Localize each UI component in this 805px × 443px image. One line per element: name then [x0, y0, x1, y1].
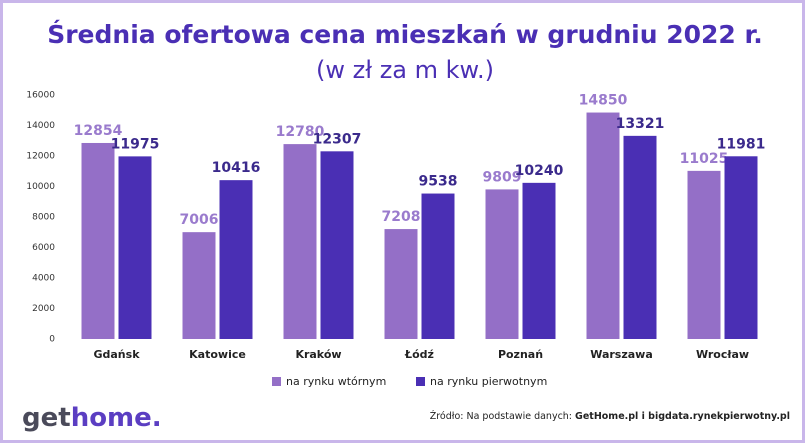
bar	[687, 170, 721, 339]
bar	[384, 229, 418, 339]
y-tick-label: 2000	[32, 304, 55, 314]
bar	[283, 144, 317, 339]
value-label: 14850	[579, 93, 628, 109]
x-tick-label: Kraków	[295, 348, 341, 361]
value-label: 10416	[212, 160, 261, 176]
y-tick-label: 8000	[32, 213, 55, 223]
source: Źródło: Na podstawie danych: GetHome.pl …	[430, 410, 790, 422]
value-label: 9809	[483, 169, 522, 185]
y-tick-label: 0	[49, 335, 55, 345]
chart-title: Średnia ofertowa cena mieszkań w grudniu…	[47, 19, 763, 49]
legend-swatch	[272, 377, 281, 386]
x-tick-label: Gdańsk	[93, 348, 140, 361]
x-tick-label: Poznań	[498, 348, 543, 361]
value-label: 12307	[313, 131, 362, 147]
bar	[522, 182, 556, 339]
source-prefix: Źródło: Na podstawie danych:	[430, 410, 572, 422]
bar	[421, 193, 455, 339]
legend-swatch	[416, 377, 425, 386]
x-tick-label: Łódź	[404, 348, 434, 361]
bar	[118, 156, 152, 339]
y-tick-label: 6000	[32, 243, 55, 253]
y-tick-label: 14000	[26, 121, 55, 131]
y-tick-label: 10000	[26, 182, 55, 192]
bar	[485, 189, 519, 339]
bar	[81, 142, 115, 339]
value-label: 11981	[717, 136, 766, 152]
value-label: 7208	[382, 209, 421, 225]
value-label: 7006	[180, 212, 219, 228]
value-label: 10240	[515, 163, 564, 179]
logo-part: home.	[71, 403, 162, 433]
source-bold: GetHome.pl i bigdata.rynekpierwotny.pl	[575, 411, 790, 422]
y-tick-label: 16000	[26, 91, 55, 101]
value-label: 13321	[616, 116, 665, 132]
chart-subtitle: (w zł za m kw.)	[316, 56, 494, 84]
y-tick-label: 4000	[32, 274, 55, 284]
value-label: 11025	[680, 151, 729, 167]
bar	[724, 156, 758, 339]
value-label: 11975	[111, 136, 160, 152]
bar	[182, 232, 216, 339]
x-tick-label: Wrocław	[696, 348, 749, 361]
bar	[320, 151, 354, 339]
bar	[219, 180, 253, 339]
value-label: 12854	[74, 123, 123, 139]
x-tick-label: Katowice	[189, 348, 246, 361]
value-label: 12780	[276, 124, 325, 140]
x-tick-label: Warszawa	[590, 348, 653, 361]
logo: gethome.	[22, 403, 162, 433]
logo-part: get	[22, 403, 71, 433]
y-tick-label: 12000	[26, 152, 55, 162]
legend-label: na rynku wtórnym	[286, 375, 386, 388]
bar	[586, 112, 620, 339]
value-label: 9538	[419, 174, 458, 190]
legend-label: na rynku pierwotnym	[430, 375, 547, 388]
bar	[623, 135, 657, 339]
